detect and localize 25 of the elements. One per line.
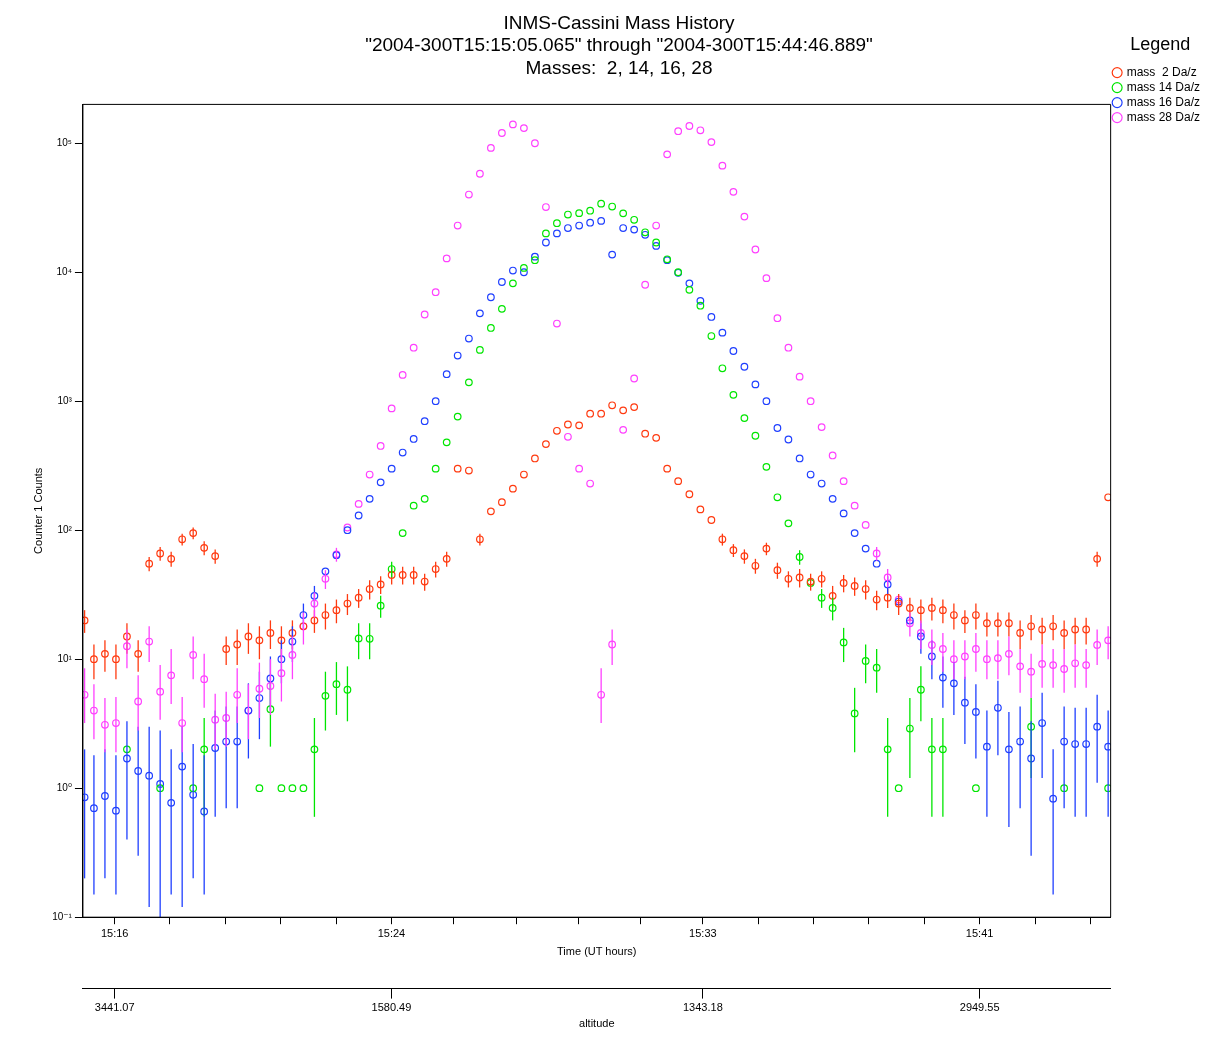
y-tick-label: 10⁵ [56, 136, 72, 148]
y-axis-title: Counter 1 Counts [31, 467, 44, 554]
y-tick-label: 10¹ [57, 652, 73, 664]
x2-axis-title: altitude [579, 1017, 615, 1030]
legend-label: mass 28 Da/z [1126, 109, 1200, 124]
y-tick-label: 10⁻¹ [52, 910, 73, 922]
y-tick-label: 10³ [57, 394, 73, 406]
x-tick-label: 15:41 [965, 926, 994, 939]
text: 2949.55 [959, 1001, 1000, 1014]
text: 1343.18 [683, 1001, 723, 1014]
y-tick-label: 10² [57, 523, 73, 535]
legend-label: mass 14 Da/z [1126, 79, 1200, 94]
x-tick-label: 15:24 [377, 926, 406, 939]
y-tick-label: 10⁴ [56, 265, 72, 277]
chart-subtitle: "2004-300T15:15:05.065" through "2004-300T15:44:46.889" Masses: 2, 14, 16, 28 [365, 34, 873, 79]
legend-label: mass 2 Da/z [1126, 64, 1197, 79]
x-tick-label: 15:33 [689, 926, 717, 939]
legend-title: Legend [1130, 33, 1191, 54]
x-tick-label: 15:16 [100, 926, 129, 939]
chart-title: INMS-Cassini Mass History [503, 11, 736, 33]
y-tick-label: 10⁰ [56, 781, 72, 793]
x-axis-title: Time (UT hours) [557, 945, 637, 958]
legend-label: mass 16 Da/z [1126, 94, 1200, 109]
text: 1580.49 [371, 1001, 412, 1014]
text: 3441.07 [94, 1001, 135, 1014]
